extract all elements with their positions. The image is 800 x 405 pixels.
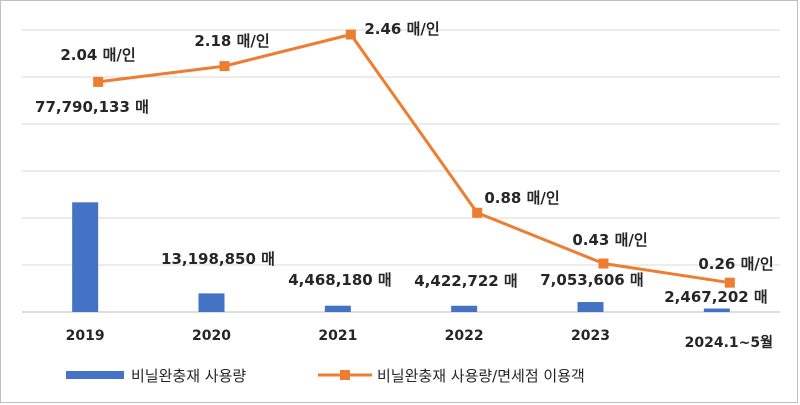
x-tick-label: 2019 xyxy=(66,328,105,344)
gridlines xyxy=(22,29,780,313)
line-path xyxy=(97,32,731,285)
bar-series xyxy=(72,202,730,312)
bar-2019 xyxy=(72,202,99,312)
line-value-label: 0.88 매/인 xyxy=(484,189,559,207)
line-value-label: 0.43 매/인 xyxy=(572,231,647,249)
bar-2020 xyxy=(198,293,225,312)
bar-2023 xyxy=(577,302,604,312)
bar-2024.1~5월 xyxy=(703,308,730,312)
line-marker-2021 xyxy=(345,29,356,40)
x-tick-label: 2021 xyxy=(318,328,357,344)
legend-label-bar: 비닐완충재 사용량 xyxy=(131,367,246,385)
line-marker-2023 xyxy=(598,258,609,269)
line-marker-2024.1~5월 xyxy=(724,277,735,288)
legend: 비닐완충재 사용량 비닐완충재 사용량/면세점 이용객 xyxy=(66,367,585,385)
bar-2021 xyxy=(324,305,351,312)
bar-value-label: 77,790,133 매 xyxy=(35,98,149,116)
line-marker-2020 xyxy=(219,61,230,72)
legend-swatch-bar xyxy=(66,371,124,379)
line-series xyxy=(93,29,735,288)
bar-value-label: 4,468,180 매 xyxy=(288,271,391,289)
line-marker-2022 xyxy=(472,207,483,218)
bar-value-label: 2,467,202 매 xyxy=(664,288,767,306)
line-value-label: 0.26 매/인 xyxy=(698,255,773,273)
legend-label-line: 비닐완충재 사용량/면세점 이용객 xyxy=(377,367,585,385)
data-labels: 77,790,133 매 13,198,850 매 4,468,180 매 4,422… xyxy=(35,20,774,306)
legend-marker-line xyxy=(340,370,350,380)
line-marker-2019 xyxy=(93,76,104,87)
x-tick-label: 2023 xyxy=(571,328,610,344)
bar-value-label: 7,053,606 매 xyxy=(540,271,643,289)
bar-value-label: 4,422,722 매 xyxy=(414,272,517,290)
bar-value-label: 13,198,850 매 xyxy=(161,250,275,268)
x-tick-label: 2022 xyxy=(445,328,484,344)
x-tick-label: 2020 xyxy=(192,328,231,344)
line-value-label: 2.04 매/인 xyxy=(60,46,135,64)
x-tick-label: 2024.1~5월 xyxy=(685,334,773,351)
bar-2022 xyxy=(451,305,478,312)
line-value-label: 2.18 매/인 xyxy=(194,32,269,50)
x-axis-ticks: 2019 2020 2021 2022 2023 2024.1~5월 xyxy=(66,328,773,351)
line-value-label: 2.46 매/인 xyxy=(364,20,439,38)
